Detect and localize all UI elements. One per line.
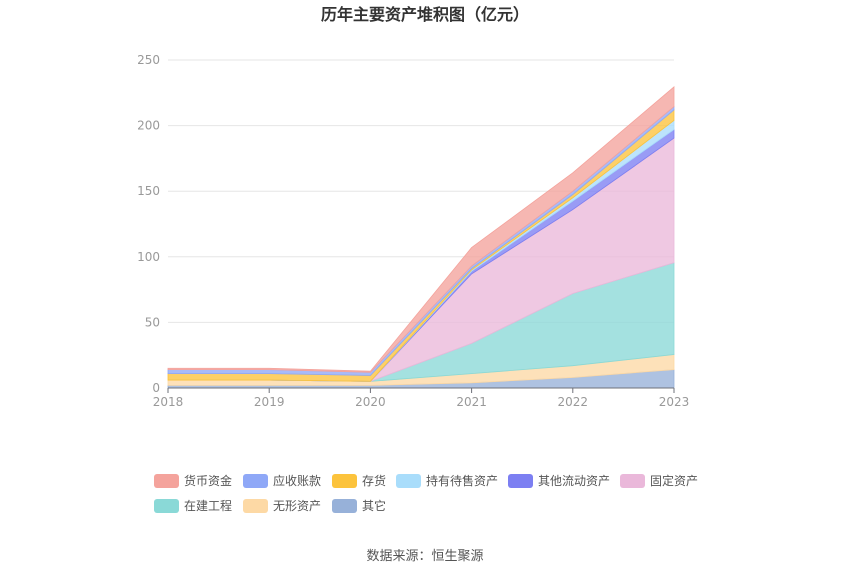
chart-title: 历年主要资产堆积图（亿元） [321,5,529,24]
data-source: 数据来源：恒生聚源 [366,549,483,564]
legend-item[interactable]: 持有待售资产 [396,473,498,488]
y-tick-label: 250 [137,53,160,67]
y-tick-label: 150 [137,184,160,198]
legend-item[interactable]: 在建工程 [154,498,232,513]
legend-label: 无形资产 [273,499,321,513]
area-series [167,86,675,389]
x-tick-label: 2018 [153,395,184,409]
x-tick-label: 2019 [254,395,285,409]
legend-item[interactable]: 应收账款 [243,473,321,488]
legend-swatch [243,474,268,488]
legend-label: 其他流动资产 [538,474,610,488]
legend-label: 货币资金 [184,473,232,488]
area-series-0[interactable] [167,86,675,373]
legend-swatch [243,499,268,513]
legend-swatch [508,474,533,488]
y-tick-label: 50 [145,315,160,329]
x-tick-label: 2022 [558,395,589,409]
legend-item[interactable]: 货币资金 [154,473,232,488]
x-tick-label: 2020 [355,395,386,409]
legend-item[interactable]: 固定资产 [620,473,698,488]
legend-swatch [154,499,179,513]
y-tick-label: 200 [137,119,160,133]
legend-label: 固定资产 [650,473,698,488]
legend-swatch [332,499,357,513]
legend-swatch [396,474,421,488]
legend-item[interactable]: 其它 [332,498,386,513]
legend-swatch [332,474,357,488]
legend-label: 存货 [362,473,386,488]
y-tick-label: 100 [137,250,160,264]
legend-label: 在建工程 [184,498,232,513]
x-tick-label: 2023 [659,395,690,409]
legend-item[interactable]: 其他流动资产 [508,474,610,488]
y-tick-label: 0 [152,381,160,395]
legend-label: 其它 [362,498,386,513]
axes: 0 50 100 150 200 250 2018 2019 2020 2021 2022 2023 [137,53,689,409]
legend-swatch [620,474,645,488]
legend-item[interactable]: 存货 [332,473,386,488]
legend-label: 应收账款 [273,473,321,488]
legend-swatch [154,474,179,488]
legend-label: 持有待售资产 [426,473,498,488]
legend-item[interactable]: 无形资产 [243,499,321,513]
x-tick-label: 2021 [456,395,487,409]
